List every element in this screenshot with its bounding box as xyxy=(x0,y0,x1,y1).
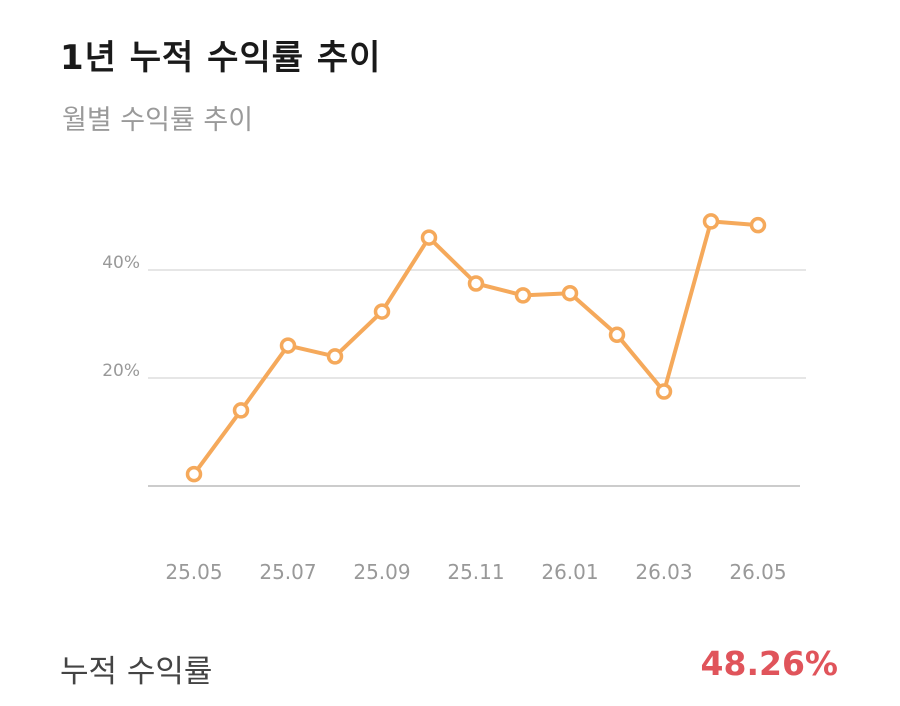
data-point xyxy=(702,213,720,230)
data-point xyxy=(655,383,673,400)
y-axis-tick-labels: 20% 40% xyxy=(102,253,140,381)
x-tick-label: 25.11 xyxy=(447,560,504,584)
y-tick-label: 40% xyxy=(102,253,140,273)
grid-layer xyxy=(148,269,806,487)
data-point xyxy=(749,216,767,234)
x-tick-label: 25.07 xyxy=(259,560,316,584)
data-point xyxy=(373,303,391,320)
series-line xyxy=(192,219,760,477)
x-tick-label: 26.03 xyxy=(635,560,692,584)
x-tick-label: 25.09 xyxy=(353,560,410,584)
page-title: 1년 누적 수익률 추이 xyxy=(60,38,382,78)
series-line-layer xyxy=(192,219,760,477)
x-tick-label: 26.05 xyxy=(729,560,786,584)
y-tick-label: 20% xyxy=(102,361,140,381)
data-point xyxy=(326,348,344,365)
chart-subtitle: 월별 수익률 추이 xyxy=(62,105,254,136)
data-points-layer xyxy=(185,213,767,483)
data-point xyxy=(561,284,579,302)
data-point xyxy=(279,337,297,354)
data-point xyxy=(420,229,438,246)
data-point xyxy=(514,287,532,304)
x-tick-label: 26.01 xyxy=(541,560,598,584)
data-point xyxy=(608,326,626,344)
line-chart: 20% 40% 25.05 25.07 25.09 25.11 26.01 26.03 26.… xyxy=(102,213,806,584)
cumulative-return-label: 누적 수익률 xyxy=(60,654,213,690)
x-axis-tick-labels: 25.05 25.07 25.09 25.11 26.01 26.03 26.05 xyxy=(165,560,786,584)
x-tick-label: 25.05 xyxy=(165,560,222,584)
data-point xyxy=(185,465,203,483)
data-point xyxy=(232,402,250,419)
cumulative-return-value: 48.26% xyxy=(700,644,838,683)
data-point xyxy=(467,275,485,292)
